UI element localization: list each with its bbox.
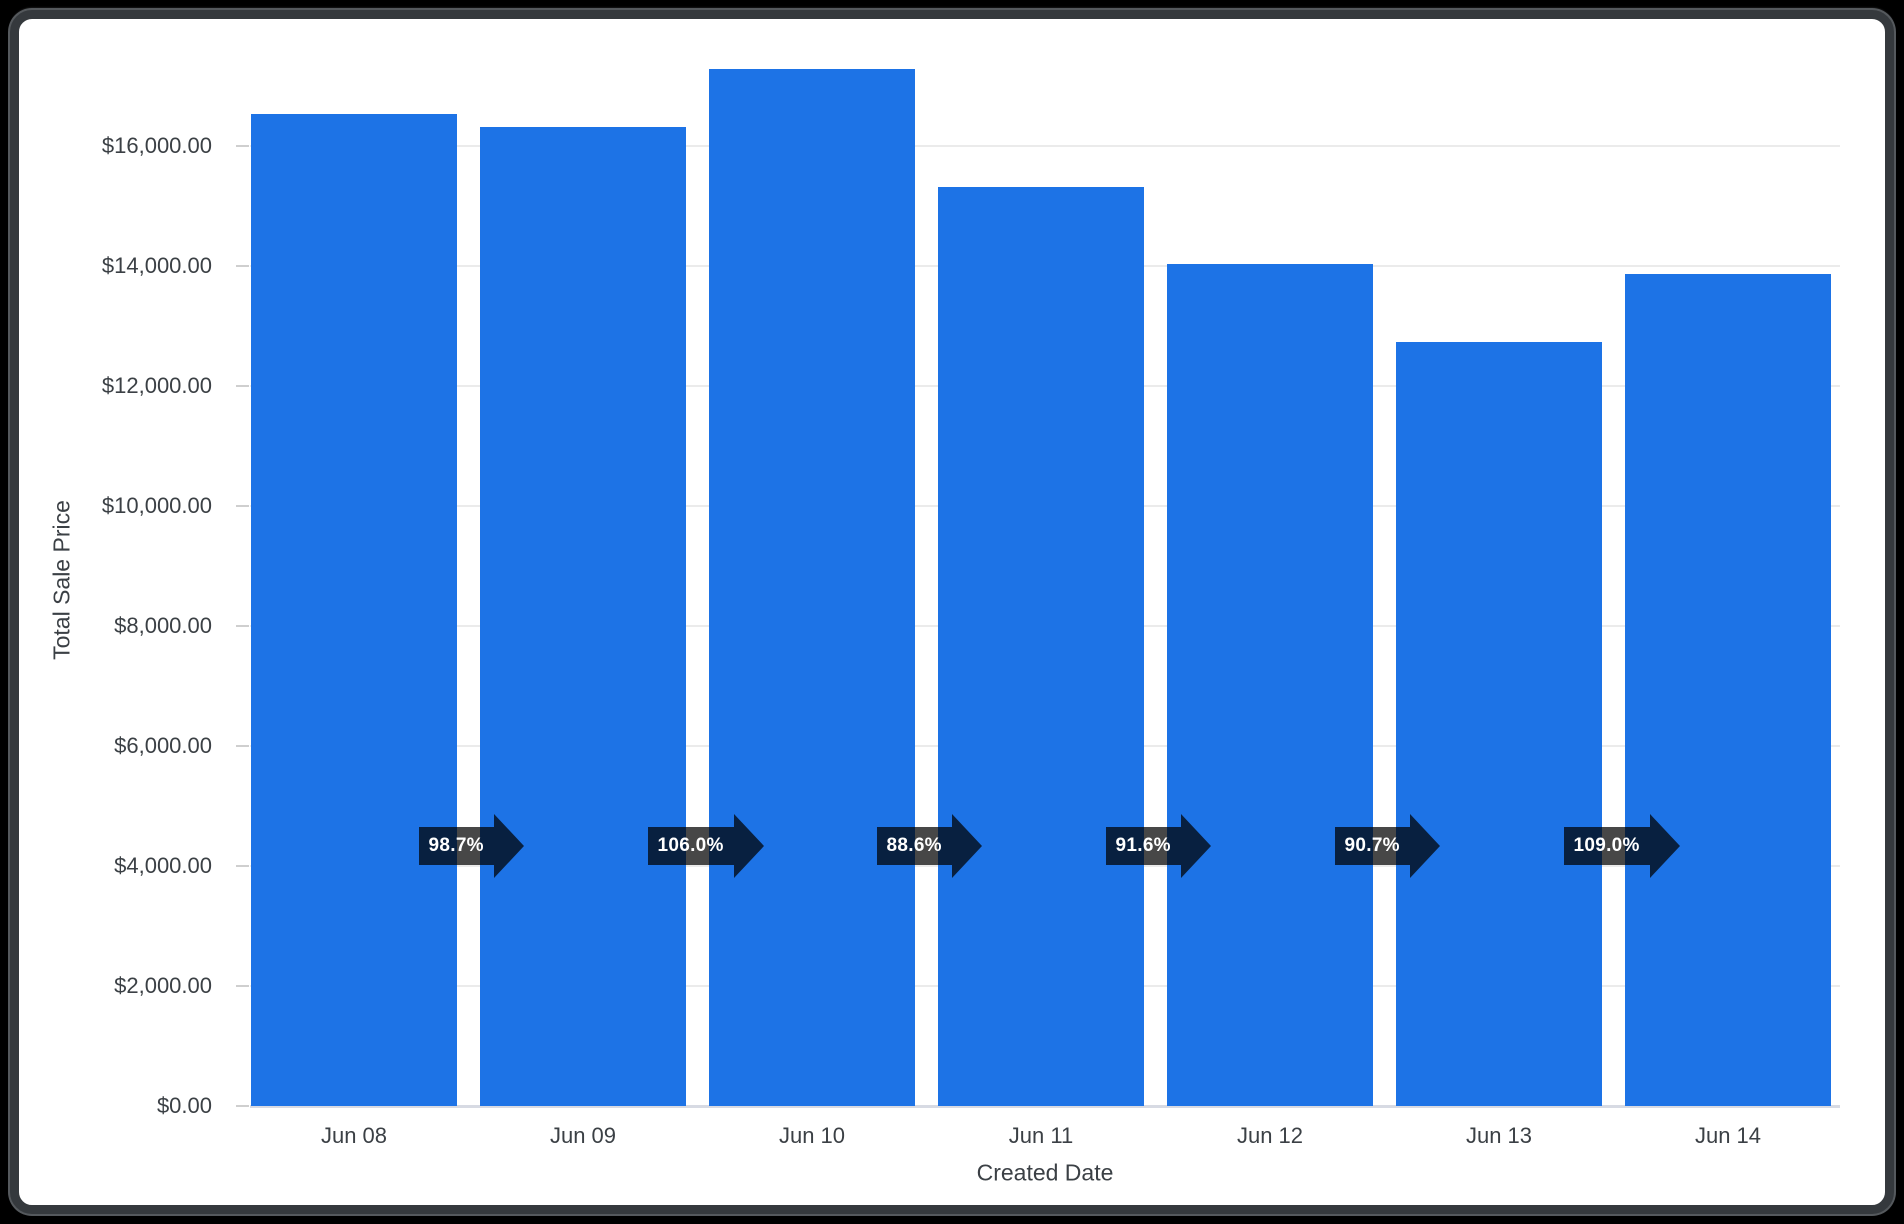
bar-jun-09[interactable]: [480, 127, 686, 1106]
growth-arrow-badge: 98.7%: [418, 814, 524, 878]
x-axis-title: Created Date: [976, 1159, 1114, 1186]
growth-arrow-badge: 109.0%: [1563, 814, 1680, 878]
growth-arrowhead-icon: [951, 814, 982, 878]
growth-arrow-label: 106.0%: [647, 827, 734, 865]
y-tick-label: $0.00: [156, 1093, 212, 1118]
y-tick-mark: [236, 985, 249, 987]
y-tick-mark: [236, 265, 249, 267]
growth-arrow-label: 88.6%: [876, 827, 952, 865]
y-tick-mark: [236, 145, 249, 147]
y-tick-label: $16,000.00: [101, 133, 212, 158]
x-tick-label: Jun 08: [320, 1123, 388, 1148]
x-tick-label: Jun 09: [549, 1123, 617, 1148]
x-tick-label: Jun 12: [1236, 1123, 1304, 1148]
bar-jun-12[interactable]: [1167, 264, 1373, 1106]
y-tick-mark: [236, 385, 249, 387]
bar-jun-11[interactable]: [938, 187, 1144, 1106]
y-tick-label: $2,000.00: [114, 973, 212, 998]
x-tick-label: Jun 10: [778, 1123, 846, 1148]
bar-jun-10[interactable]: [709, 69, 915, 1106]
y-tick-label: $14,000.00: [101, 253, 212, 278]
growth-arrow-label: 109.0%: [1563, 827, 1650, 865]
y-tick-label: $10,000.00: [101, 493, 212, 518]
y-tick-mark: [236, 1105, 249, 1107]
y-tick-label: $12,000.00: [101, 373, 212, 398]
growth-arrow-label: 90.7%: [1334, 827, 1410, 865]
x-tick-label: Jun 13: [1465, 1123, 1533, 1148]
y-tick-mark: [236, 625, 249, 627]
growth-arrowhead-icon: [1649, 814, 1680, 878]
growth-arrow-badge: 106.0%: [647, 814, 764, 878]
growth-arrowhead-icon: [1409, 814, 1440, 878]
y-tick-mark: [236, 865, 249, 867]
growth-arrow-badge: 91.6%: [1105, 814, 1211, 878]
growth-arrow-badge: 88.6%: [876, 814, 982, 878]
growth-arrowhead-icon: [1180, 814, 1211, 878]
growth-arrowhead-icon: [733, 814, 764, 878]
growth-arrow-label: 98.7%: [418, 827, 494, 865]
x-tick-label: Jun 11: [1008, 1123, 1074, 1148]
bar-jun-13[interactable]: [1396, 342, 1602, 1106]
bar-jun-14[interactable]: [1625, 274, 1831, 1106]
x-axis-baseline: [250, 1105, 1840, 1108]
y-tick-label: $8,000.00: [114, 613, 212, 638]
y-tick-label: $4,000.00: [114, 853, 212, 878]
growth-arrow-label: 91.6%: [1105, 827, 1181, 865]
y-tick-label: $6,000.00: [114, 733, 212, 758]
gridline: [250, 145, 1840, 147]
y-tick-mark: [236, 745, 249, 747]
bar-jun-08[interactable]: [251, 114, 457, 1106]
y-tick-mark: [236, 505, 249, 507]
growth-arrow-badge: 90.7%: [1334, 814, 1440, 878]
x-tick-label: Jun 14: [1694, 1123, 1762, 1148]
growth-arrowhead-icon: [493, 814, 524, 878]
